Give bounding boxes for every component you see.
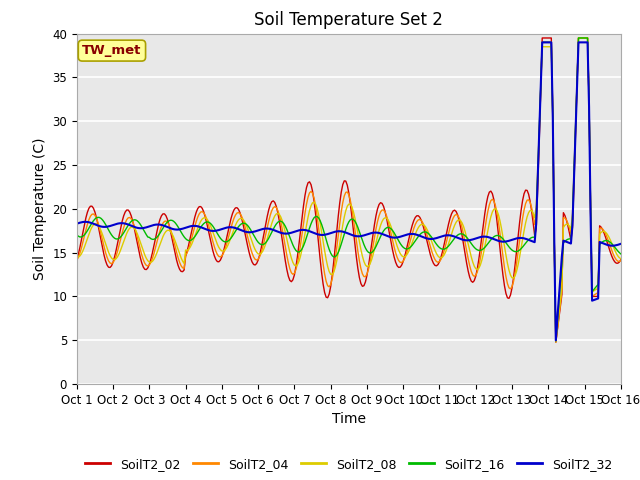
X-axis label: Time: Time [332,412,366,426]
SoilT2_02 [174,263,182,268]
Text: TW_met: TW_met [82,44,141,57]
Title: Soil Temperature Set 2: Soil Temperature Set 2 [254,11,444,29]
SoilT2_04 [73,257,81,263]
SoilT2_16 [88,220,96,226]
SoilT2_32 [554,316,561,322]
SoilT2_16 [383,225,390,231]
SoilT2_32 [73,221,81,227]
SoilT2_16 [413,236,420,241]
SoilT2_32 [174,227,182,232]
SoilT2_02 [88,204,96,209]
SoilT2_08 [575,35,582,41]
SoilT2_08 [552,339,559,345]
SoilT2_04 [617,258,625,264]
SoilT2_32 [538,39,546,45]
Line: SoilT2_08: SoilT2_08 [77,38,621,342]
SoilT2_02 [538,35,546,41]
SoilT2_32 [88,220,96,226]
SoilT2_04 [575,35,582,41]
SoilT2_32 [413,232,420,238]
SoilT2_16 [174,224,182,230]
SoilT2_02 [73,257,81,263]
SoilT2_02 [383,215,390,221]
SoilT2_32 [401,232,408,238]
Line: SoilT2_04: SoilT2_04 [77,38,621,342]
SoilT2_04 [550,241,558,247]
SoilT2_04 [413,219,420,225]
SoilT2_16 [617,251,625,257]
SoilT2_02 [552,339,559,345]
SoilT2_16 [552,338,559,344]
SoilT2_16 [401,246,408,252]
SoilT2_08 [617,256,625,262]
SoilT2_04 [88,211,96,217]
SoilT2_08 [73,254,81,260]
SoilT2_16 [575,35,582,41]
SoilT2_04 [552,339,559,345]
SoilT2_04 [383,213,390,219]
Line: SoilT2_32: SoilT2_32 [77,42,621,340]
SoilT2_02 [413,213,420,219]
SoilT2_04 [401,255,408,261]
SoilT2_32 [552,337,559,343]
SoilT2_16 [73,232,81,238]
SoilT2_32 [617,241,625,247]
SoilT2_16 [550,241,558,247]
Line: SoilT2_16: SoilT2_16 [77,38,621,341]
SoilT2_02 [554,327,561,333]
SoilT2_32 [383,233,390,239]
SoilT2_08 [401,254,408,260]
SoilT2_08 [550,242,558,248]
SoilT2_04 [174,255,182,261]
SoilT2_02 [617,257,625,263]
Legend: SoilT2_02, SoilT2_04, SoilT2_08, SoilT2_16, SoilT2_32: SoilT2_02, SoilT2_04, SoilT2_08, SoilT2_… [81,453,617,476]
SoilT2_08 [383,215,390,221]
SoilT2_08 [88,224,96,230]
SoilT2_08 [174,247,182,252]
Line: SoilT2_02: SoilT2_02 [77,38,621,342]
Y-axis label: Soil Temperature (C): Soil Temperature (C) [33,138,47,280]
SoilT2_08 [413,228,420,233]
SoilT2_02 [401,253,408,259]
